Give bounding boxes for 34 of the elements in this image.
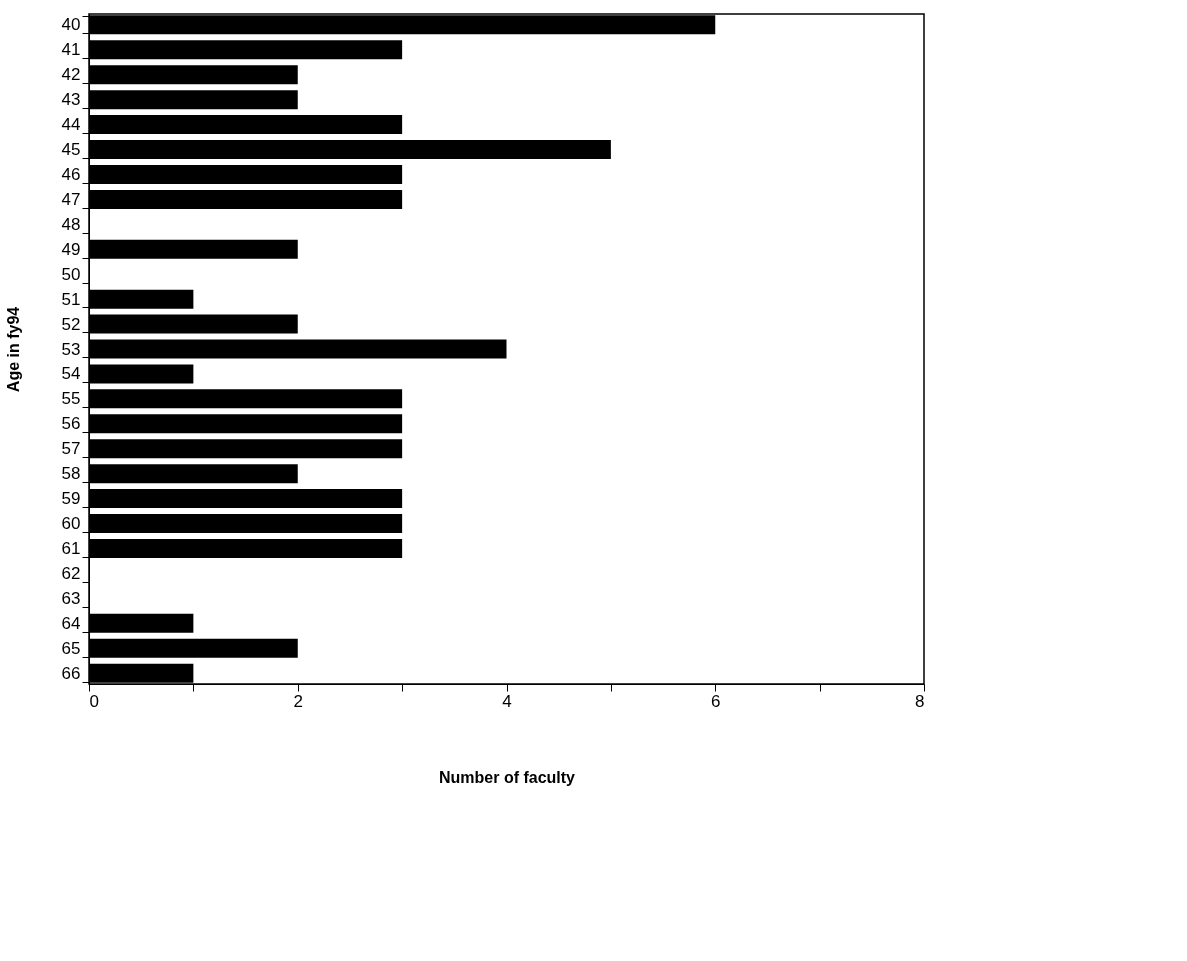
y-tick-label: 44 (61, 115, 81, 135)
y-tick-label: 56 (61, 414, 81, 434)
y-tick-label: 50 (61, 264, 81, 284)
y-tick-label: 49 (61, 239, 81, 259)
y-tick-label: 51 (61, 289, 81, 309)
x-tick-label: 6 (711, 691, 721, 711)
y-tick-label: 54 (61, 364, 81, 384)
y-tick-label: 46 (61, 164, 81, 184)
x-tick-label: 8 (915, 691, 925, 711)
y-tick-label: 40 (61, 15, 81, 35)
y-tick-label: 41 (61, 40, 81, 60)
y-tick-label: 47 (61, 189, 81, 209)
y-tick-label: 60 (61, 514, 81, 534)
y-tick-label: 45 (61, 140, 81, 160)
y-tick-label: 63 (61, 588, 81, 608)
y-tick-label: 43 (61, 90, 81, 110)
y-tick-label: 53 (61, 339, 81, 359)
x-tick-label: 2 (293, 691, 303, 711)
x-tick-label: 0 (89, 691, 99, 711)
y-tick-label: 65 (61, 638, 81, 658)
y-tick-label: 64 (61, 613, 81, 633)
y-tick-label: 62 (61, 563, 81, 583)
y-tick-label: 55 (61, 389, 81, 409)
y-tick-label: 42 (61, 65, 81, 85)
y-tick-label: 61 (61, 538, 81, 558)
y-tick-label: 66 (61, 663, 81, 683)
y-tick-label: 52 (61, 314, 81, 334)
y-tick-label: 58 (61, 464, 81, 484)
y-axis-title: Age in fy94 (4, 306, 22, 393)
x-axis-title: Number of faculty (438, 768, 576, 786)
y-tick-label: 48 (61, 214, 81, 234)
y-tick-label: 59 (61, 489, 81, 509)
x-tick-label: 4 (502, 691, 512, 711)
y-tick-label: 57 (61, 439, 81, 459)
